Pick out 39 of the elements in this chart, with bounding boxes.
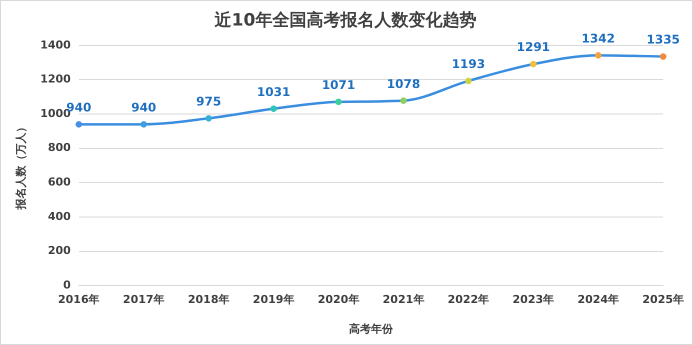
x-tick-label: 2017年 — [122, 293, 165, 306]
x-tick-label: 2023年 — [512, 293, 554, 306]
x-tick-label: 2024年 — [577, 293, 620, 306]
x-axis-title: 高考年份 — [349, 322, 394, 336]
point — [76, 121, 82, 128]
data-label: 1193 — [452, 57, 486, 72]
y-axis-title: 报名人数（万人） — [14, 122, 28, 210]
data-label: 1342 — [582, 31, 615, 46]
data-label: 1335 — [646, 32, 680, 47]
point — [660, 53, 666, 60]
data-label: 1078 — [386, 76, 420, 91]
y-tick-label: 1400 — [40, 38, 72, 52]
x-tick-label: 2016年 — [58, 293, 100, 306]
data-label: 940 — [131, 100, 156, 114]
x-tick-label: 2025年 — [642, 293, 684, 306]
y-tick-label: 1200 — [40, 72, 72, 86]
y-tick-label: 0 — [63, 278, 72, 292]
chart-title: 近10年全国高考报名人数变化趋势 — [214, 10, 476, 31]
y-tick-label: 600 — [48, 176, 72, 189]
x-tick-label: 2022年 — [448, 293, 490, 306]
x-tick-label: 2018年 — [188, 293, 230, 306]
point — [140, 121, 147, 128]
data-label: 1031 — [256, 84, 290, 99]
point — [335, 98, 342, 106]
x-tick-label: 2020年 — [318, 293, 360, 306]
y-tick-label: 800 — [48, 141, 72, 154]
point — [270, 105, 277, 112]
data-label: 975 — [196, 94, 222, 108]
data-label: 1291 — [516, 40, 550, 54]
data-label: 1071 — [322, 78, 356, 92]
x-tick-label: 2021年 — [382, 293, 424, 306]
point — [465, 78, 472, 84]
point — [595, 52, 602, 59]
x-tick-label: 2019年 — [252, 293, 294, 306]
point — [400, 97, 407, 104]
point — [205, 115, 212, 122]
y-tick-label: 200 — [48, 244, 72, 258]
y-tick-label: 400 — [48, 210, 72, 223]
point — [530, 60, 537, 68]
